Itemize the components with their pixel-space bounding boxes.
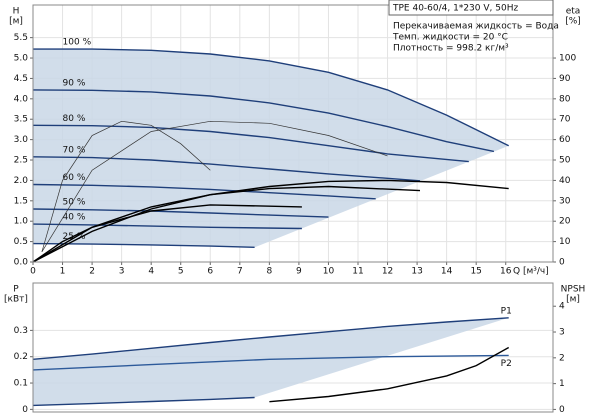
y2-axis-label: NPSH (561, 285, 586, 295)
curve (32, 183, 376, 200)
y-tick-label: 5.5 (14, 33, 28, 43)
x-tick-label: 8 (266, 267, 272, 277)
y2-tick-label: 3 (559, 328, 565, 338)
curve-label: 70 % (63, 145, 86, 155)
curve (32, 317, 509, 360)
y2-tick-label: 90 (559, 74, 571, 84)
x-axis-label: Q [м³/ч] (513, 267, 549, 277)
curve-label: 50 % (63, 197, 86, 207)
y2-tick-label: 50 (559, 156, 571, 166)
curve (32, 354, 509, 371)
y-tick-label: 1.5 (14, 196, 28, 206)
x-tick-label: 3 (119, 267, 125, 277)
operating-area (33, 49, 509, 248)
x-tick-label: 13 (411, 267, 422, 277)
y-tick-label: 2.0 (14, 176, 29, 186)
curve (32, 204, 302, 263)
x-tick-label: 7 (237, 267, 243, 277)
y2-tick-label: 10 (559, 237, 571, 247)
curve (32, 89, 495, 153)
x-tick-label: 14 (441, 267, 453, 277)
y-axis-unit: [кВт] (4, 295, 28, 305)
y2-axis-label: eta (566, 7, 581, 17)
curve-label: 80 % (63, 114, 86, 124)
curve (32, 242, 255, 248)
x-tick-label: 0 (30, 267, 36, 277)
y2-tick-label: 0 (559, 258, 565, 268)
y-tick-label: 0.5 (14, 237, 28, 247)
y-axis-unit: [м] (9, 17, 23, 27)
y-tick-label: 1.0 (14, 217, 29, 227)
annotation: Перекачиваемая жидкость = Вода (393, 22, 559, 32)
y-tick-label: 5.0 (14, 54, 29, 64)
y2-axis-unit: [м] (566, 295, 580, 305)
x-tick-label: 12 (382, 267, 393, 277)
plot-frame (32, 4, 554, 263)
y2-axis-unit: [%] (565, 17, 581, 27)
y-tick-label: 0 (22, 405, 28, 415)
y2-tick-label: 30 (559, 196, 571, 206)
eta-thin-curve (41, 120, 388, 252)
y-axis-label: P (13, 285, 19, 295)
x-tick-label: 9 (296, 267, 302, 277)
curve (32, 208, 329, 218)
annotation: Плотность = 998.2 кг/м³ (393, 44, 509, 54)
curve-label: P2 (501, 359, 512, 369)
curve-label: 100 % (63, 38, 92, 48)
x-tick-label: 11 (352, 267, 363, 277)
y-tick-label: 2.5 (14, 156, 28, 166)
y-tick-label: 4.5 (14, 74, 28, 84)
y-tick-label: 0.1 (14, 379, 28, 389)
curve (32, 223, 302, 230)
curve-label: 90 % (63, 78, 86, 88)
x-tick-label: 15 (470, 267, 481, 277)
curve-label: 60 % (63, 173, 86, 183)
curve (33, 48, 510, 147)
x-tick-label: 2 (89, 267, 95, 277)
y2-tick-label: 40 (559, 176, 571, 186)
curve (32, 156, 421, 182)
y-tick-label: 3.0 (14, 135, 29, 145)
y-tick-label: 0.0 (14, 258, 29, 268)
x-tick-label: 4 (148, 267, 154, 277)
y2-tick-label: 2 (559, 353, 565, 363)
y2-tick-label: 60 (559, 135, 571, 145)
y2-tick-label: 20 (559, 217, 571, 227)
y-tick-label: 0.2 (14, 352, 28, 362)
x-label-bg (511, 265, 551, 277)
y2-tick-label: 4 (559, 302, 565, 312)
curve-label: P1 (501, 306, 512, 316)
y2-tick-label: 100 (559, 54, 576, 64)
eta-thin-curve (41, 120, 211, 252)
y-tick-label: 0.3 (14, 326, 28, 336)
y2-tick-label: 1 (559, 379, 565, 389)
y-tick-label: 3.5 (14, 115, 28, 125)
annotation: Темп. жидкости = 20 °C (392, 33, 508, 43)
chart-title: TPE 40-60/4, 1*230 V, 50Hz (392, 4, 518, 14)
x-tick-label: 10 (323, 267, 335, 277)
x-tick-label: 16 (500, 267, 512, 277)
x-tick-label: 6 (207, 267, 213, 277)
y2-tick-label: 70 (559, 115, 571, 125)
y-tick-label: 4.0 (14, 94, 29, 104)
curve (32, 396, 255, 407)
plot-frame (32, 282, 554, 413)
x-tick-label: 5 (178, 267, 184, 277)
title-box (388, 0, 554, 16)
curve-label: 40 % (63, 213, 86, 223)
curve (269, 346, 510, 403)
x-tick-label: 1 (60, 267, 66, 277)
y2-tick-label: 0 (559, 405, 565, 415)
y-axis-label: H (13, 7, 20, 17)
operating-area (33, 317, 509, 406)
curve (32, 179, 509, 263)
y2-tick-label: 80 (559, 94, 571, 104)
